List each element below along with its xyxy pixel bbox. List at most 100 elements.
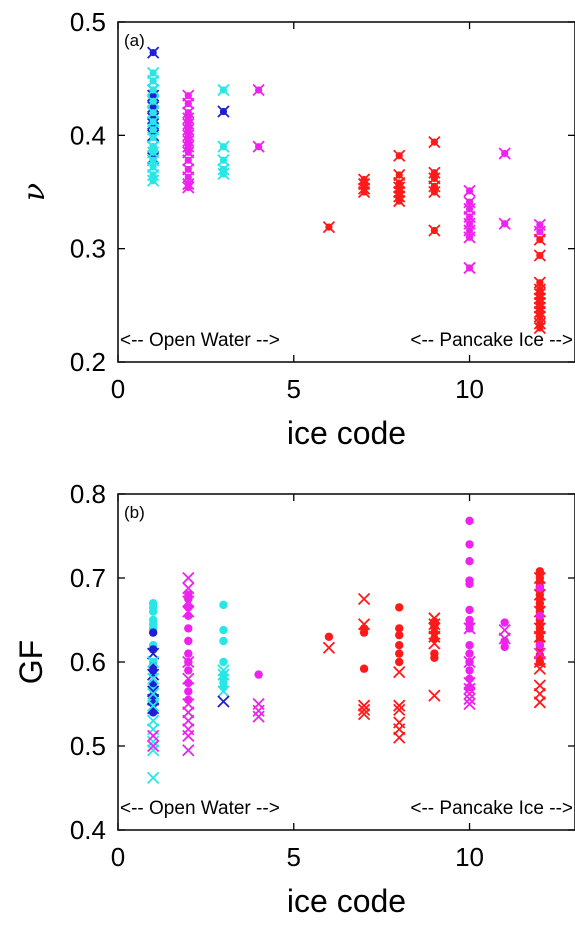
- data-point: [147, 672, 160, 685]
- point-dot: [395, 603, 404, 612]
- data-point: [533, 662, 546, 675]
- data-point: [533, 233, 546, 246]
- data-point: [535, 611, 545, 620]
- point-cross: [393, 703, 406, 717]
- data-point: [463, 622, 476, 635]
- data-point: [147, 89, 160, 102]
- data-point: [465, 516, 474, 526]
- point-dot: [359, 664, 369, 673]
- data-point: [428, 180, 441, 193]
- data-point: [533, 321, 546, 335]
- data-point: [463, 697, 476, 711]
- point-cross: [147, 739, 160, 753]
- point-dot: [465, 605, 474, 615]
- point-cross: [463, 184, 476, 198]
- point-dot: [184, 649, 193, 658]
- data-point: [535, 651, 545, 660]
- point-cross: [182, 595, 195, 608]
- data-point: [147, 46, 160, 59]
- x-tick-label: 10: [455, 842, 484, 872]
- point-dot: [465, 540, 474, 549]
- y-tick-label: 0.6: [70, 647, 106, 677]
- point-cross: [252, 140, 265, 153]
- point-cross: [217, 163, 230, 176]
- point-cross: [182, 605, 195, 618]
- point-cross: [393, 731, 406, 744]
- data-point: [182, 117, 195, 131]
- point-cross: [147, 131, 160, 144]
- point-cross: [533, 301, 546, 314]
- x-tick-label: 5: [287, 842, 301, 872]
- data-point: [357, 707, 371, 721]
- point-cross: [182, 154, 195, 167]
- data-point: [463, 655, 476, 669]
- data-point: [393, 194, 406, 208]
- data-point: [533, 571, 546, 585]
- data-point: [463, 687, 476, 701]
- point-dot: [395, 641, 404, 650]
- data-point: [430, 622, 439, 631]
- data-point: [184, 594, 193, 604]
- point-dot: [148, 607, 158, 616]
- data-point: [498, 632, 511, 645]
- data-point: [533, 647, 546, 660]
- data-point: [322, 220, 336, 234]
- point-dot: [535, 651, 545, 660]
- data-point: [428, 166, 441, 179]
- data-point: [184, 649, 193, 658]
- data-point: [184, 636, 193, 646]
- point-cross: [147, 668, 160, 681]
- y-tick-label: 0.5: [70, 7, 106, 37]
- point-dot: [465, 666, 474, 675]
- data-point: [359, 628, 369, 637]
- point-cross: [393, 190, 406, 203]
- point-cross: [322, 220, 336, 234]
- point-dot: [395, 624, 404, 633]
- point-dot: [500, 642, 509, 652]
- point-cross: [182, 744, 195, 757]
- annotation-pancake-ice-a: <-- Pancake Ice -->: [410, 330, 573, 351]
- point-dot: [219, 625, 228, 635]
- annotation-open-water-a: <-- Open Water -->: [120, 330, 280, 351]
- data-point: [147, 699, 160, 712]
- data-point: [184, 687, 193, 696]
- point-cross: [463, 231, 476, 244]
- point-cross: [463, 692, 476, 706]
- point-cross: [463, 676, 476, 690]
- data-point: [148, 607, 158, 616]
- point-cross: [182, 97, 195, 110]
- point-cross: [217, 664, 230, 677]
- point-cross: [182, 106, 195, 119]
- data-point: [428, 135, 441, 149]
- point-cross: [463, 687, 476, 701]
- data-point: [395, 641, 404, 650]
- point-cross: [357, 173, 371, 186]
- data-point: [393, 731, 406, 744]
- point-cross: [217, 668, 230, 681]
- data-point: [182, 595, 195, 608]
- annotation-pancake-ice-b: <-- Pancake Ice -->: [410, 798, 573, 819]
- point-dot: [465, 579, 474, 589]
- data-point: [147, 83, 160, 97]
- point-cross: [357, 707, 371, 721]
- x-axis-label-a: ice code: [287, 415, 406, 451]
- data-point: [147, 739, 160, 753]
- data-point: [393, 703, 406, 717]
- data-point: [428, 618, 441, 631]
- point-cross: [533, 305, 546, 319]
- data-point: [500, 636, 509, 646]
- point-cross: [393, 181, 406, 194]
- data-point: [147, 655, 160, 669]
- data-point: [182, 140, 195, 153]
- data-point: [357, 185, 371, 199]
- data-point: [147, 702, 160, 715]
- marks-b: [147, 516, 546, 785]
- data-point: [147, 174, 160, 187]
- point-dot: [184, 594, 193, 604]
- point-cross: [147, 655, 160, 669]
- point-dot: [184, 636, 193, 646]
- point-cross: [217, 105, 230, 118]
- data-point: [428, 637, 441, 650]
- point-cross: [498, 217, 511, 230]
- point-cross: [147, 744, 160, 757]
